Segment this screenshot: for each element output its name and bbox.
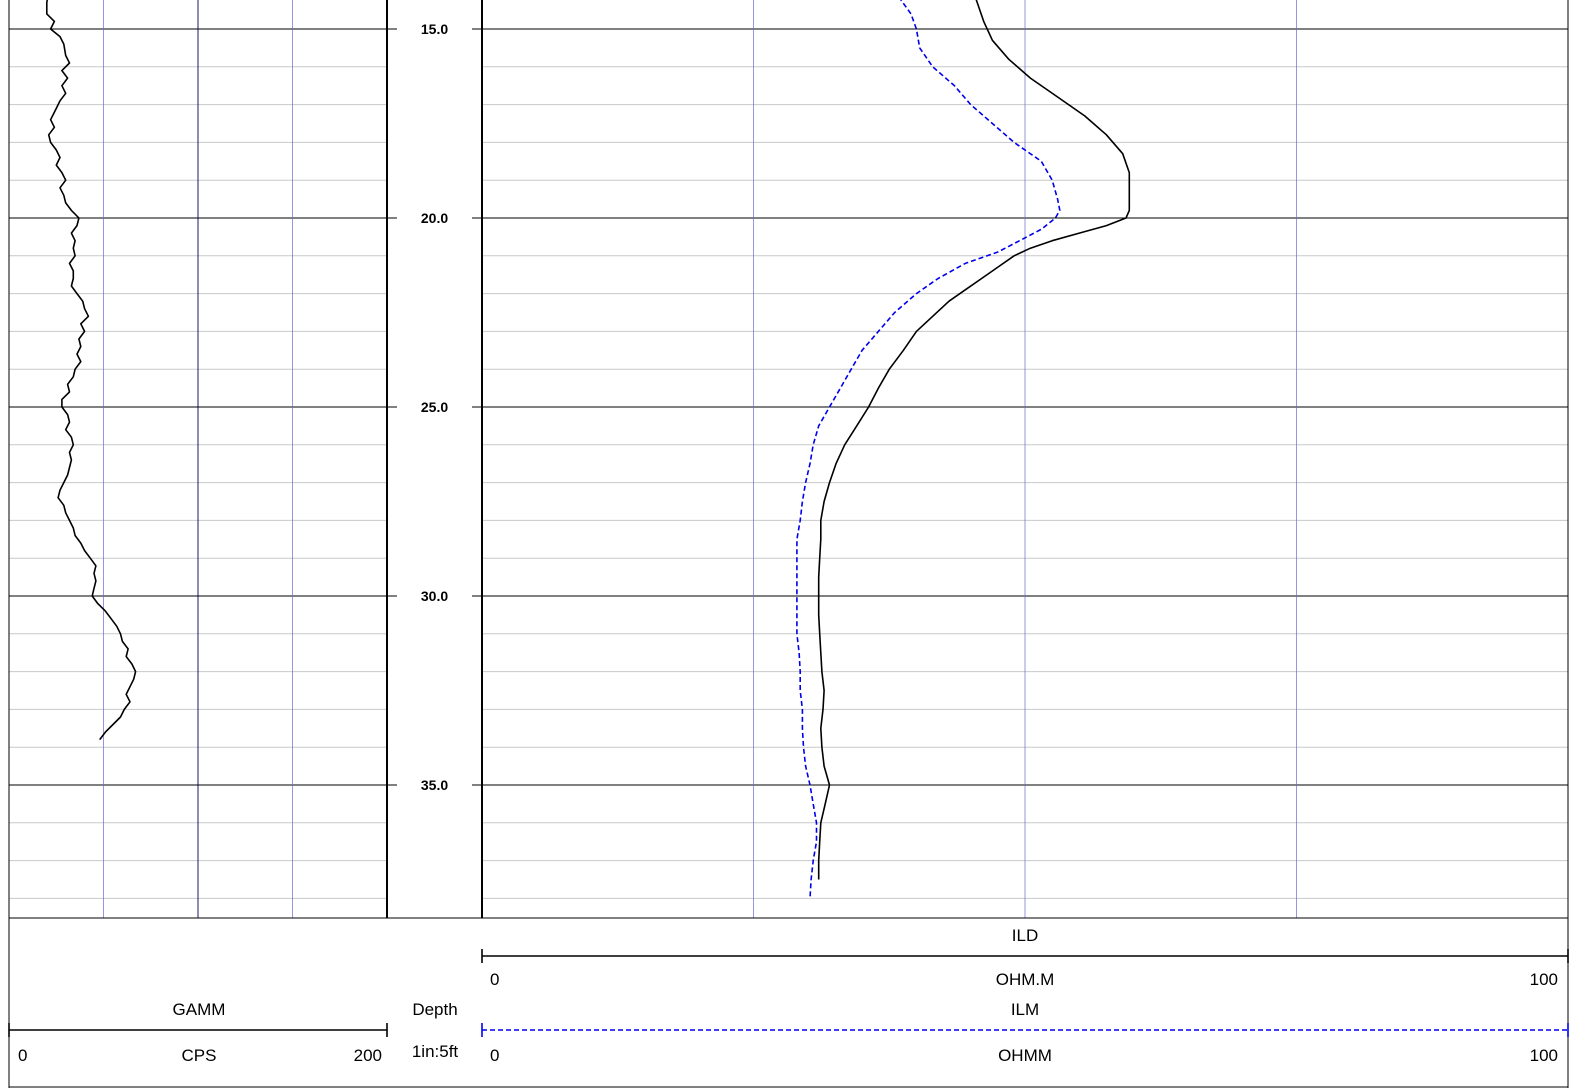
frame-layer — [8, 0, 1569, 1088]
depth-scale-label: 1in:5ft — [411, 1042, 459, 1061]
ild-unit-label: OHM.M — [995, 970, 1055, 989]
depth-tick-label: 15.0 — [421, 21, 448, 37]
depth-header-label: Depth — [412, 1000, 458, 1019]
ilm-scale-max: 100 — [1529, 1046, 1558, 1065]
ild-curve-label: ILD — [1011, 926, 1039, 945]
ilm-scale-min: 0 — [490, 1046, 500, 1065]
gamm-scale-max: 200 — [353, 1046, 382, 1065]
gamm-curve-label: GAMM — [172, 1000, 226, 1019]
ilm-curve — [796, 0, 1061, 899]
depth-tick-label: 20.0 — [421, 210, 448, 226]
ild-scale-max: 100 — [1529, 970, 1558, 989]
ild-curve — [817, 0, 1131, 880]
gamm-scale-min: 0 — [18, 1046, 28, 1065]
gamm-unit-label: CPS — [181, 1046, 217, 1065]
curve-layer — [45, 0, 1131, 899]
depth-tick-label: 25.0 — [421, 399, 448, 415]
depth-tick-label: 30.0 — [421, 588, 448, 604]
ilm-curve-label: ILM — [1010, 1000, 1040, 1019]
grid-layer — [9, 0, 1568, 918]
depth-tick-label: 35.0 — [421, 777, 448, 793]
ilm-unit-label: OHMM — [998, 1046, 1052, 1065]
ild-scale-min: 0 — [490, 970, 500, 989]
depth-labels: 15.0 20.0 25.0 30.0 35.0 — [421, 21, 448, 793]
header-scale-lines — [8, 949, 1569, 1037]
gamm-curve — [45, 0, 137, 741]
